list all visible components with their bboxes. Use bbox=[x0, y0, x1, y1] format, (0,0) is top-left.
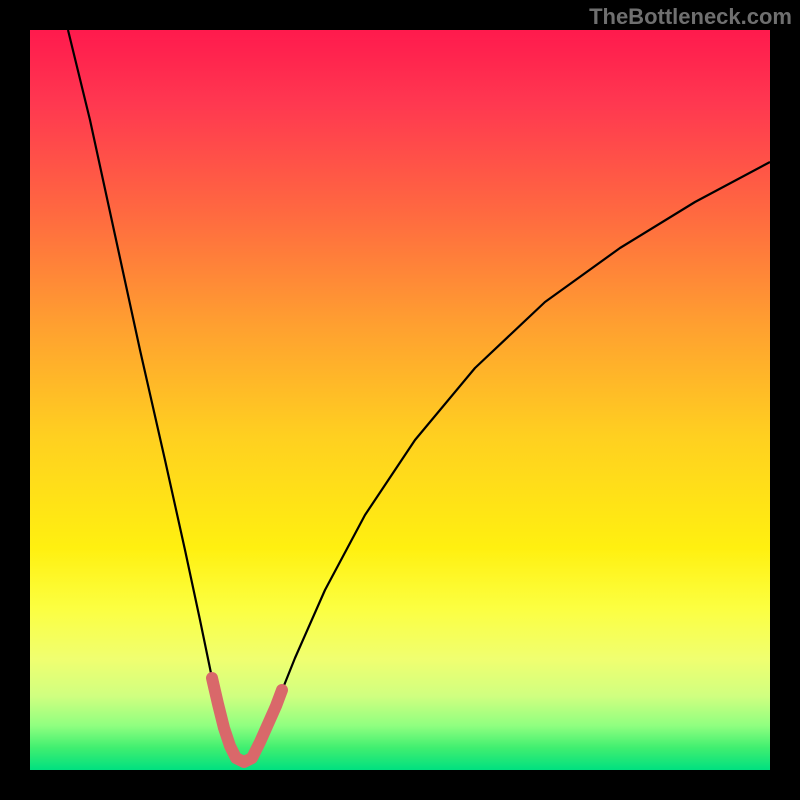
plot-background bbox=[30, 30, 770, 770]
watermark-text: TheBottleneck.com bbox=[589, 4, 792, 30]
chart-frame: TheBottleneck.com bbox=[0, 0, 800, 800]
plot-area bbox=[30, 30, 770, 770]
chart-svg bbox=[0, 0, 800, 800]
